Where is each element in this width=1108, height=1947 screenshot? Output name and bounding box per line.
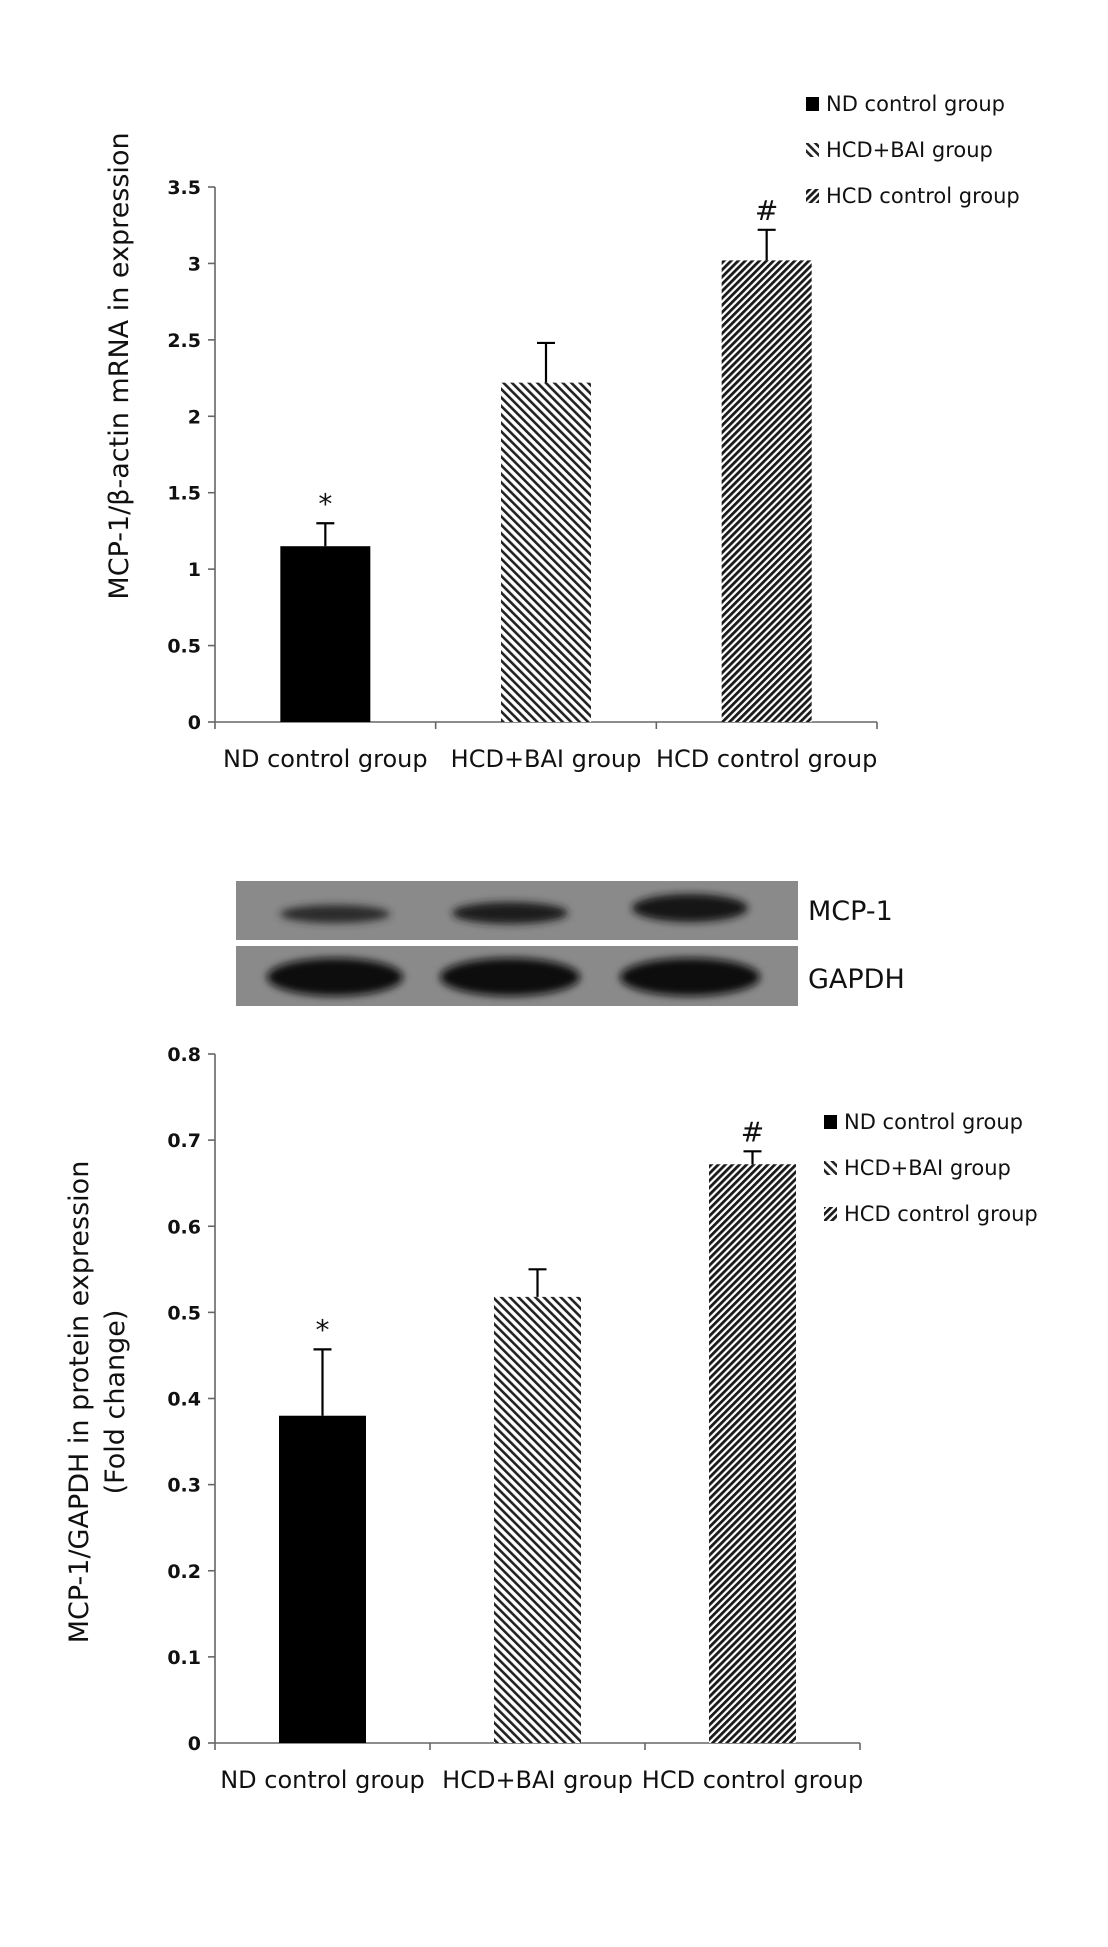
mrna-significance-hcd: #: [755, 194, 778, 227]
mrna-y-tick-label: 0: [188, 712, 201, 734]
mrna-bar-nd: [280, 546, 371, 722]
protein-legend-swatch-bai: [824, 1161, 837, 1175]
western-blot: MCP-1 GAPDH: [236, 881, 905, 1006]
mrna-bar-bai: [501, 382, 591, 722]
mrna-y-tick-label: 1.5: [167, 483, 201, 505]
protein-y-tick-label: 0.5: [167, 1302, 201, 1324]
mrna-y-tick-label: 2: [188, 406, 201, 428]
protein-legend-item-bai: HCD+BAI group: [824, 1156, 1011, 1180]
protein-y-tick-label: 0.2: [167, 1561, 201, 1583]
protein-legend-label-nd: ND control group: [844, 1110, 1023, 1134]
protein-y-tick-label: 0: [188, 1733, 201, 1755]
protein-bar-bai: [494, 1296, 581, 1743]
mrna-category-label-hcd: HCD control group: [656, 745, 877, 773]
protein-significance-nd: *: [316, 1313, 330, 1346]
blot-band-mcp1-bai: [452, 902, 568, 924]
blot-band-gapdh-hcd: [620, 958, 760, 996]
blot-label-mcp1: MCP-1: [808, 896, 893, 927]
mrna-legend-item-hcd: HCD control group: [806, 184, 1020, 208]
mrna-y-tick-label: 3.5: [167, 177, 201, 199]
mrna-category-label-bai: HCD+BAI group: [451, 745, 642, 773]
mrna-legend-swatch-hcd: [806, 189, 819, 203]
protein-y-axis-title-line1: MCP-1/GAPDH in protein expression: [64, 1161, 95, 1644]
mrna-y-tick-label: 0.5: [167, 636, 201, 658]
mrna-y-tick-label: 1: [188, 559, 201, 581]
protein-category-label-hcd: HCD control group: [642, 1766, 863, 1794]
protein-legend-swatch-nd: [824, 1115, 837, 1129]
protein-bar-nd: [279, 1415, 366, 1743]
protein-legend: ND control group HCD+BAI group HCD contr…: [824, 1110, 1038, 1226]
blot-strip-gapdh: [236, 946, 798, 1006]
blot-band-gapdh-bai: [440, 958, 580, 996]
protein-bar-hcd: [709, 1164, 796, 1743]
protein-y-tick-label: 0.8: [167, 1044, 201, 1066]
mrna-legend-item-bai: HCD+BAI group: [806, 138, 993, 162]
protein-legend-swatch-hcd: [824, 1207, 837, 1221]
mrna-legend-swatch-bai: [806, 143, 819, 157]
mrna-legend-label-hcd: HCD control group: [826, 184, 1020, 208]
mrna-legend: ND control group HCD+BAI group HCD contr…: [806, 92, 1020, 208]
mrna-category-label-nd: ND control group: [223, 745, 428, 773]
protein-plot-area: 0 0.1 0.2 0.3 0.4 0.5 0.6 0.7 0.8 * ND control gro…: [167, 1044, 863, 1794]
blot-band-gapdh-nd: [267, 958, 403, 996]
blot-strip-mcp1: [236, 881, 798, 940]
mrna-y-axis-title: MCP-1/β-actin mRNA in expression: [104, 132, 135, 599]
protein-chart: 0 0.1 0.2 0.3 0.4 0.5 0.6 0.7 0.8 * ND control gro…: [64, 1044, 1038, 1794]
protein-y-axis-title-line2: (Fold change): [100, 1310, 131, 1495]
protein-legend-label-bai: HCD+BAI group: [844, 1156, 1011, 1180]
blot-band-mcp1-hcd: [632, 894, 748, 922]
protein-y-tick-label: 0.1: [167, 1647, 201, 1669]
mrna-chart: 0 0.5 1 1.5 2 2.5 3 3.5 * ND control group HCD+BAI…: [104, 92, 1020, 773]
mrna-y-tick-label: 3: [188, 253, 201, 275]
protein-legend-label-hcd: HCD control group: [844, 1202, 1038, 1226]
blot-label-gapdh: GAPDH: [808, 964, 905, 995]
protein-legend-item-nd: ND control group: [824, 1110, 1023, 1134]
protein-category-label-nd: ND control group: [220, 1766, 425, 1794]
mrna-legend-label-nd: ND control group: [826, 92, 1005, 116]
protein-legend-item-hcd: HCD control group: [824, 1202, 1038, 1226]
protein-y-tick-label: 0.7: [167, 1130, 201, 1152]
mrna-legend-label-bai: HCD+BAI group: [826, 138, 993, 162]
mrna-legend-item-nd: ND control group: [806, 92, 1005, 116]
mrna-significance-nd: *: [318, 487, 332, 520]
protein-y-tick-label: 0.4: [167, 1389, 201, 1411]
protein-significance-hcd: #: [741, 1115, 764, 1148]
mrna-plot-area: 0 0.5 1 1.5 2 2.5 3 3.5 * ND control group HCD+BAI…: [167, 177, 878, 773]
mrna-y-tick-label: 2.5: [167, 330, 201, 352]
protein-y-tick-label: 0.6: [167, 1216, 201, 1238]
blot-band-mcp1-nd: [280, 905, 390, 923]
mrna-legend-swatch-nd: [806, 97, 819, 111]
protein-category-label-bai: HCD+BAI group: [442, 1766, 633, 1794]
protein-y-tick-label: 0.3: [167, 1475, 201, 1497]
mrna-bar-hcd: [721, 260, 812, 722]
